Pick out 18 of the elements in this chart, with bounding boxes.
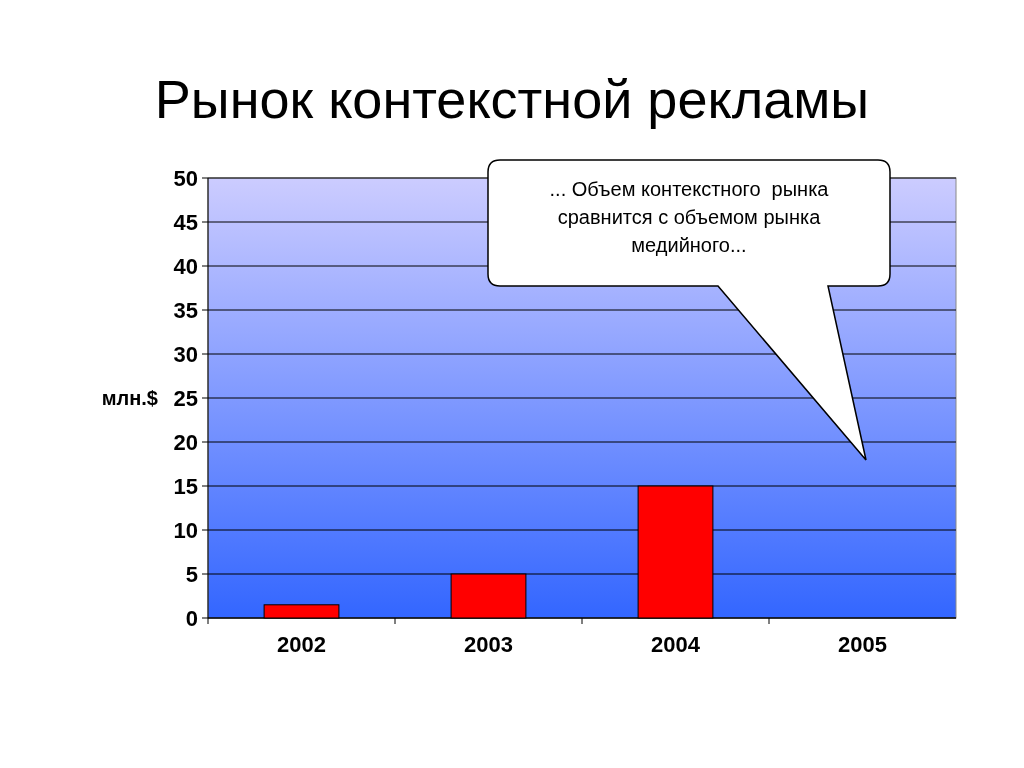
y-tick-label: 5: [185, 561, 198, 587]
y-tick-label: 35: [173, 297, 198, 323]
y-tick-label: 10: [173, 517, 198, 543]
y-tick-label: 40: [173, 253, 198, 279]
y-axis-title: млн.$: [101, 387, 158, 409]
y-tick-label: 50: [173, 165, 198, 191]
x-tick-label: 2005: [838, 632, 887, 657]
y-tick-label: 25: [173, 385, 198, 411]
chart-title: Рынок контекстной рекламы: [154, 69, 870, 129]
y-tick-label: 0: [185, 605, 198, 631]
x-tick-label: 2002: [277, 632, 326, 657]
x-tick-label: 2004: [651, 632, 701, 657]
annotation: ... Объем контекстного рынка сравнится с объемом рынка медийного...: [549, 178, 830, 256]
y-tick-label: 30: [173, 341, 198, 367]
y-tick-label: 45: [173, 209, 198, 235]
y-tick-label: 20: [173, 429, 198, 455]
x-tick-label: 2003: [464, 632, 513, 657]
y-tick-label: 15: [173, 473, 198, 499]
